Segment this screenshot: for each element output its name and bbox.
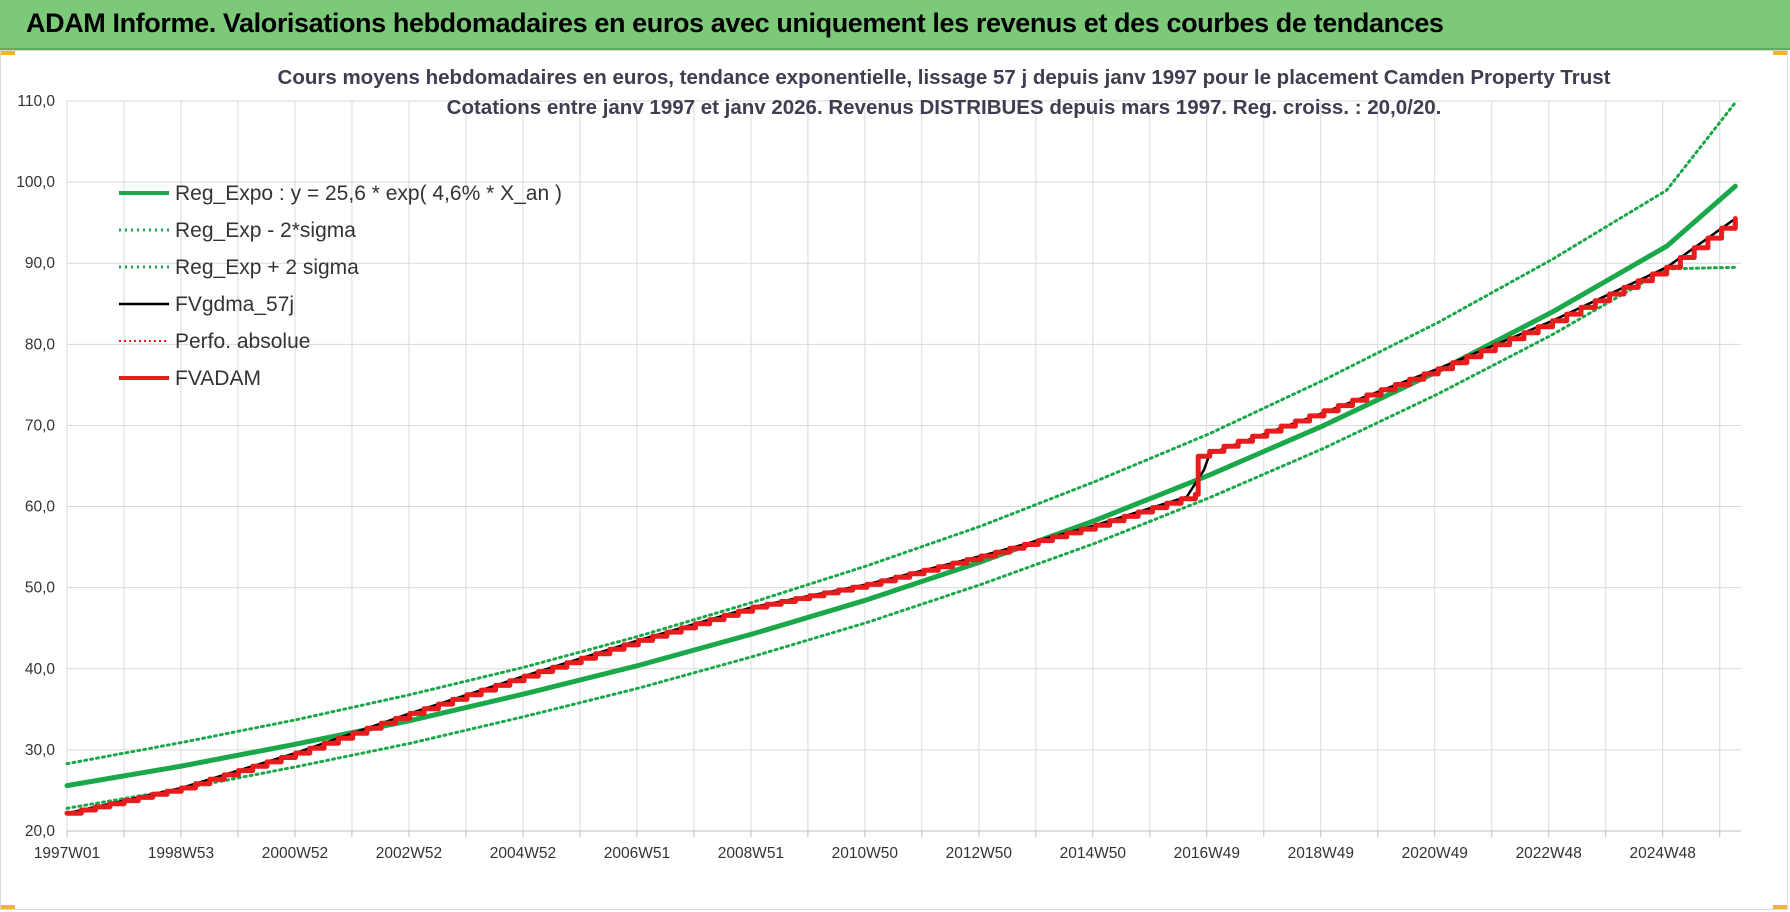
x-tick-label: 2014W50 xyxy=(1060,845,1127,862)
legend-label: FVgdma_57j xyxy=(175,293,294,316)
grid xyxy=(66,100,1741,832)
chart-title-line: Cours moyens hebdomadaires en euros, ten… xyxy=(278,66,1611,89)
y-tick-label: 20,0 xyxy=(25,823,56,840)
corner-mark-right xyxy=(1773,51,1787,55)
x-tick-label: 2006W51 xyxy=(604,845,670,862)
x-tick-label: 2010W50 xyxy=(832,845,899,862)
x-tick-label: 2022W48 xyxy=(1516,845,1582,862)
y-tick-label: 100,0 xyxy=(16,174,55,191)
y-tick-label: 110,0 xyxy=(17,93,55,110)
x-tick-label: 2024W48 xyxy=(1630,845,1696,862)
legend-label: Perfo. absolue xyxy=(175,330,310,353)
header-bar: ADAM Informe. Valorisations hebdomadaire… xyxy=(0,0,1790,50)
fvadam-line xyxy=(64,216,1738,816)
legend-label: FVADAM xyxy=(175,367,261,390)
x-tick-label: 1998W53 xyxy=(148,845,214,862)
regression-plus-2sigma-line xyxy=(65,101,1737,766)
x-tick-label: 2004W52 xyxy=(490,845,556,862)
y-tick-label: 80,0 xyxy=(25,336,56,353)
legend-label: Reg_Expo : y = 25,6 * exp( 4,6% * X_an ) xyxy=(175,182,562,205)
x-tick-label: 2000W52 xyxy=(262,845,328,862)
y-tick-label: 60,0 xyxy=(25,499,56,516)
legend-label: Reg_Exp + 2 sigma xyxy=(175,256,359,279)
x-tick-label: 2008W51 xyxy=(718,845,784,862)
x-tick-label: 2002W52 xyxy=(376,845,442,862)
corner-mark-bottom-right xyxy=(1773,905,1787,909)
y-tick-label: 90,0 xyxy=(25,255,56,272)
y-tick-label: 70,0 xyxy=(25,417,56,434)
chart-frame: 20,0 30,0 40,0 50,0 60,0 70,0 80,0 90,0 100,0 110… xyxy=(0,50,1788,910)
axes: 20,0 30,0 40,0 50,0 60,0 70,0 80,0 90,0 100,0 110… xyxy=(16,93,1741,862)
x-tick-label: 2020W49 xyxy=(1402,845,1468,862)
y-tick-label: 30,0 xyxy=(25,742,56,759)
fvgdma-57j-line xyxy=(65,217,1737,815)
x-tick-label: 2018W49 xyxy=(1288,845,1354,862)
chart-title-line: Cotations entre janv 1997 et janv 2026. … xyxy=(447,96,1442,119)
legend: Reg_Expo : y = 25,6 * exp( 4,6% * X_an )… xyxy=(119,182,562,390)
corner-mark-bottom-left xyxy=(1,905,15,909)
chart-title: Cours moyens hebdomadaires en euros, ten… xyxy=(278,66,1611,119)
y-tick-label: 50,0 xyxy=(25,580,56,597)
chart: 20,0 30,0 40,0 50,0 60,0 70,0 80,0 90,0 100,0 110… xyxy=(16,66,1741,862)
page-title: ADAM Informe. Valorisations hebdomadaire… xyxy=(26,8,1444,38)
x-tick-label: 2012W50 xyxy=(946,845,1013,862)
x-tick-label: 1997W01 xyxy=(34,845,100,862)
x-tick-label: 2016W49 xyxy=(1174,845,1240,862)
corner-mark-left xyxy=(1,51,15,55)
y-tick-label: 40,0 xyxy=(25,661,56,678)
legend-label: Reg_Exp - 2*sigma xyxy=(175,219,356,242)
series-lines xyxy=(64,101,1738,816)
regression-minus-2sigma-line xyxy=(65,265,1737,810)
